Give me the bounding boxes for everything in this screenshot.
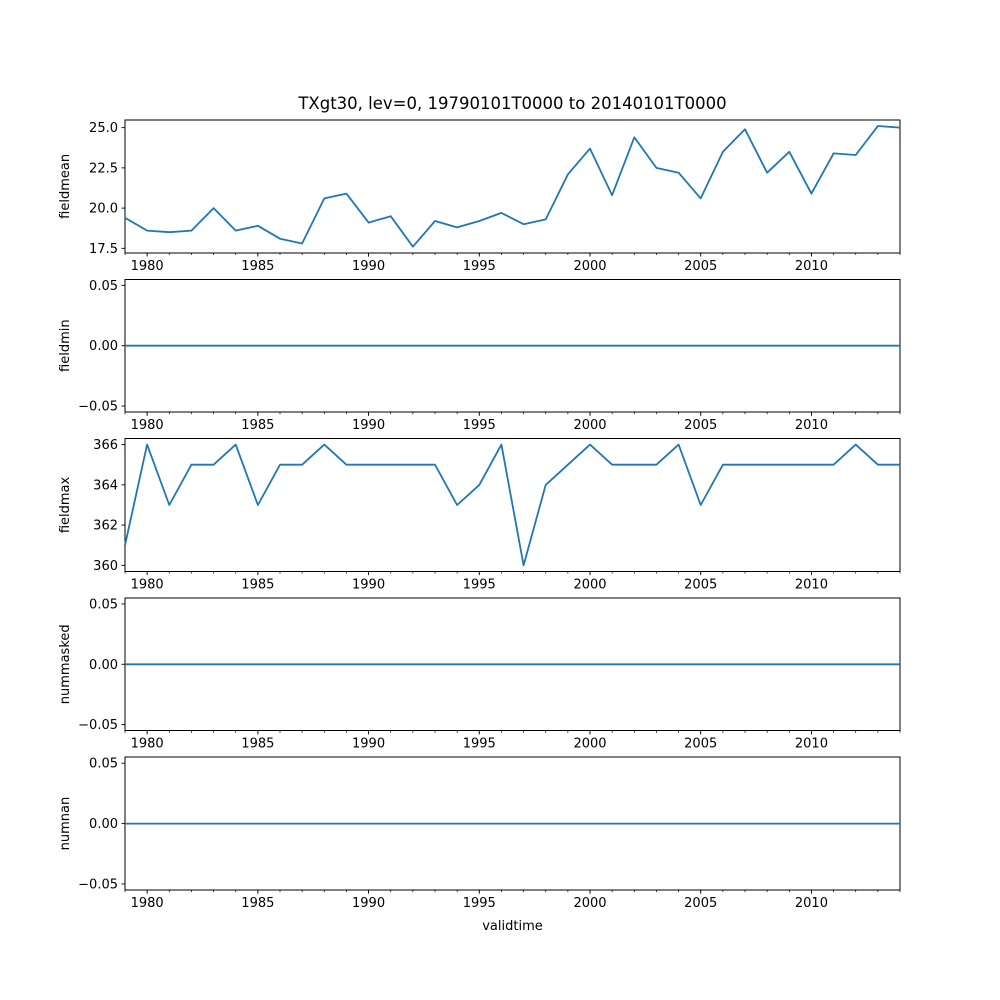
y-axis-label-nummasked: nummasked xyxy=(58,624,73,704)
data-line-fieldmean xyxy=(124,125,901,248)
x-tick-label: 2005 xyxy=(684,418,717,433)
y-tick-label: 0.00 xyxy=(89,817,118,832)
y-axis-label-fieldmean: fieldmean xyxy=(58,154,73,219)
x-tick-label: 1990 xyxy=(352,259,385,274)
y-tick-label: 0.05 xyxy=(89,597,118,612)
y-tick-label: 0.00 xyxy=(89,658,118,673)
x-tick-label: 2000 xyxy=(573,737,606,752)
x-tick-label: 1980 xyxy=(131,577,164,592)
x-tick-label: 1990 xyxy=(352,737,385,752)
y-tick-label: −0.05 xyxy=(78,400,118,415)
x-tick-label: 1995 xyxy=(463,577,496,592)
x-tick-label: 1985 xyxy=(241,577,274,592)
y-tick-label: 25.0 xyxy=(89,121,118,136)
subplot-fieldmin: −0.05 0.00 0.05 1980 1985 1990 1995 2000 2005 201… xyxy=(58,278,901,433)
x-tick-label: 2005 xyxy=(684,577,717,592)
subplot-nummasked: −0.05 0.00 0.05 1980 1985 1990 1995 2000 2005 201… xyxy=(58,597,901,752)
x-tick-label: 2010 xyxy=(795,737,828,752)
data-line-fieldmax xyxy=(124,443,900,567)
x-tick-label: 2000 xyxy=(573,418,606,433)
x-tick-label: 1985 xyxy=(241,418,274,433)
x-axis-label: validtime xyxy=(482,919,543,934)
x-tick-label: 1980 xyxy=(131,259,164,274)
x-tick-label: 1990 xyxy=(352,896,385,911)
x-tick-label: 1985 xyxy=(241,259,274,274)
y-axis-label-fieldmin: fieldmin xyxy=(58,319,73,372)
y-tick-label: 366 xyxy=(93,438,118,453)
x-tick-label: 2000 xyxy=(573,577,606,592)
x-tick-label: 1995 xyxy=(463,418,496,433)
y-axis-label-fieldmax: fieldmax xyxy=(58,476,73,533)
x-tick-label: 1995 xyxy=(463,737,496,752)
y-tick-label: 360 xyxy=(93,559,118,574)
x-tick-label: 2000 xyxy=(573,896,606,911)
axes-frame xyxy=(124,119,901,254)
y-tick-label: 17.5 xyxy=(89,242,118,257)
y-tick-label: 0.00 xyxy=(89,339,118,354)
x-tick-label: 2005 xyxy=(684,259,717,274)
x-tick-label: 2010 xyxy=(795,259,828,274)
x-tick-label: 2005 xyxy=(684,896,717,911)
axes-frame xyxy=(124,438,901,572)
y-tick-label: 0.05 xyxy=(89,279,118,294)
x-tick-label: 1990 xyxy=(352,577,385,592)
y-tick-label: 362 xyxy=(93,519,118,534)
figure-title: TXgt30, lev=0, 19790101T0000 to 20140101… xyxy=(298,94,727,113)
subplot-fieldmax: 360 362 364 366 1980 1985 1990 1995 2000 2005 2010… xyxy=(58,438,901,592)
subplot-fieldmean: 17.5 20.0 22.5 25.0 1980 1985 1990 1995 2000 2005… xyxy=(58,119,901,274)
x-tick-label: 2010 xyxy=(795,577,828,592)
y-tick-label: 20.0 xyxy=(89,202,118,217)
y-tick-label: 22.5 xyxy=(89,161,118,176)
y-tick-label: −0.05 xyxy=(78,718,118,733)
x-tick-label: 1985 xyxy=(241,737,274,752)
y-tick-label: 0.05 xyxy=(89,757,118,772)
y-tick-label: −0.05 xyxy=(78,877,118,892)
y-tick-label: 364 xyxy=(93,478,118,493)
x-tick-label: 1980 xyxy=(131,737,164,752)
x-tick-label: 2000 xyxy=(573,259,606,274)
x-tick-label: 2005 xyxy=(684,737,717,752)
x-tick-label: 1995 xyxy=(463,259,496,274)
x-tick-label: 2010 xyxy=(795,896,828,911)
x-tick-label: 2010 xyxy=(795,418,828,433)
subplot-numnan: −0.05 0.00 0.05 1980 1985 1990 1995 2000 2005 201… xyxy=(58,756,901,911)
x-tick-label: 1980 xyxy=(131,896,164,911)
x-tick-label: 1980 xyxy=(131,418,164,433)
x-tick-label: 1990 xyxy=(352,418,385,433)
y-axis-label-numnan: numnan xyxy=(58,797,73,851)
x-tick-label: 1995 xyxy=(463,896,496,911)
x-tick-label: 1985 xyxy=(241,896,274,911)
